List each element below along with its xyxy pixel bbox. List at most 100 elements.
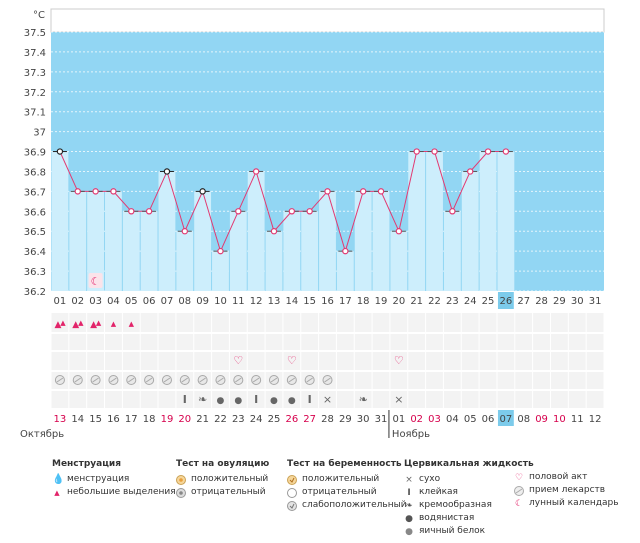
temperature-bar <box>158 171 176 291</box>
symbol-cell <box>229 334 247 350</box>
symbol-cell <box>586 313 604 332</box>
symbol-cell <box>140 313 158 332</box>
cycle-day-label: 21 <box>410 296 423 307</box>
pill-icon-line <box>74 377 82 383</box>
legend-item: сухо <box>419 474 441 484</box>
symbol-cell <box>319 334 336 350</box>
pill-icon-line <box>270 377 278 383</box>
symbol-cell <box>122 334 140 350</box>
legend-title: Менструация <box>52 459 121 469</box>
negative-test-icon <box>176 487 186 498</box>
heart-icon: ♡ <box>514 472 524 483</box>
temperature-point <box>181 228 188 235</box>
legend-item: водянистая <box>419 513 475 523</box>
y-tick-label: 36.9 <box>24 148 46 159</box>
symbol-cell <box>586 352 604 370</box>
menstruation-icon: ▲ <box>90 320 97 330</box>
symbol-cell <box>497 352 515 370</box>
cycle-day-label: 08 <box>178 296 191 307</box>
temperature-bar <box>176 231 194 291</box>
symbol-cell <box>390 372 408 389</box>
legend-item: небольшие выделения <box>67 487 176 497</box>
date-label: 13 <box>54 414 67 425</box>
pill-icon-line <box>145 377 153 383</box>
temperature-point <box>56 148 64 155</box>
symbol-cell <box>69 391 87 408</box>
symbol-cell <box>212 391 229 408</box>
symbol-cell <box>140 352 158 370</box>
symbol-cell <box>229 313 247 332</box>
cycle-day-label: 06 <box>143 296 156 307</box>
date-label: 21 <box>196 414 209 425</box>
symbol-cell <box>283 313 301 332</box>
temperature-bar <box>283 211 301 291</box>
legend-pregnancy: Тест на беременность положительный отриц… <box>287 458 407 512</box>
temperature-point <box>359 188 367 195</box>
symbol-cell <box>426 352 443 370</box>
symbol-cell <box>158 313 176 332</box>
egg-white-icon: ● <box>405 526 413 537</box>
symbol-cell <box>443 352 461 370</box>
symbol-cell <box>212 334 229 350</box>
symbol-cell <box>461 334 479 350</box>
date-label: 15 <box>89 414 102 425</box>
symbol-cell <box>354 334 372 350</box>
temperature-bar <box>69 191 87 291</box>
temperature-point <box>252 168 260 175</box>
date-label: 08 <box>517 414 530 425</box>
temperature-point <box>217 247 224 255</box>
temperature-point <box>342 247 349 255</box>
temperature-bar <box>51 151 69 291</box>
temperature-bar <box>336 251 354 291</box>
temperature-point <box>502 148 510 155</box>
date-label: 07 <box>500 414 513 425</box>
temperature-bar <box>212 251 229 291</box>
symbol-cell <box>336 352 354 370</box>
symbol-cell <box>443 391 461 408</box>
temperature-point <box>235 208 242 215</box>
cycle-day-label: 23 <box>446 296 459 307</box>
symbol-cell <box>336 334 354 350</box>
symbol-cell <box>247 352 265 370</box>
date-label: 25 <box>268 414 281 425</box>
symbol-cell <box>479 313 497 332</box>
legend-item: отрицательный <box>191 487 266 497</box>
temperature-bar <box>105 191 122 291</box>
date-label: 11 <box>571 414 584 425</box>
temperature-point <box>92 188 99 195</box>
date-label: 16 <box>107 414 120 425</box>
symbol-cell <box>515 334 533 350</box>
date-label: 26 <box>285 414 298 425</box>
symbol-cell <box>443 334 461 350</box>
moon-icon: ☾ <box>514 498 524 509</box>
symbol-cell <box>550 391 568 408</box>
legend-item: положительный <box>302 474 380 484</box>
dry-icon: × <box>323 393 332 406</box>
symbol-cell <box>354 391 372 408</box>
positive-test-icon <box>287 474 297 485</box>
legend-ovulation: Тест на овуляцию положительный отрицател… <box>176 458 269 499</box>
symbol-cell <box>301 334 319 350</box>
cycle-day-label: 22 <box>428 296 441 307</box>
pill-icon-line <box>199 377 206 383</box>
symbol-cell <box>229 352 247 370</box>
creamy-icon: ❧ <box>198 393 207 406</box>
symbol-cell <box>158 334 176 350</box>
symbol-cell <box>408 372 426 389</box>
symbol-cell <box>479 334 497 350</box>
symbol-cell <box>265 391 283 408</box>
temperature-bar <box>319 191 336 291</box>
legend-item: отрицательный <box>302 487 377 497</box>
symbol-cell <box>354 372 372 389</box>
temperature-bar <box>140 211 158 291</box>
symbol-cell <box>247 391 265 408</box>
symbol-cell <box>122 352 140 370</box>
temperature-bar <box>122 211 140 291</box>
temperature-point <box>324 188 331 195</box>
temperature-bar <box>301 211 319 291</box>
sticky-icon: I <box>407 487 411 498</box>
watery-icon: ● <box>288 396 296 406</box>
legend-item: прием лекарств <box>529 485 606 495</box>
legend-title: Тест на овуляцию <box>176 459 270 469</box>
symbol-cell <box>408 391 426 408</box>
